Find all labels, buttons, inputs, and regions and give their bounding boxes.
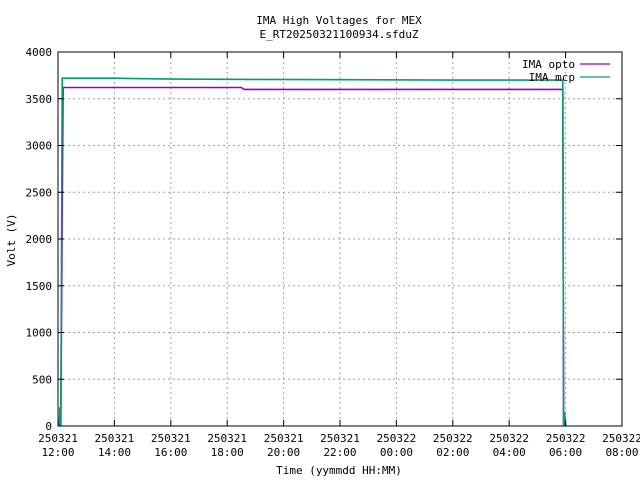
data-series [58, 77, 567, 427]
chart-title: IMA High Voltages for MEX [256, 14, 422, 27]
y-tick-label: 0 [45, 420, 52, 433]
x-tick-time: 02:00 [436, 446, 469, 459]
x-tick-time: 04:00 [493, 446, 526, 459]
x-tick-time: 00:00 [380, 446, 413, 459]
x-tick-date: 250322 [546, 432, 586, 445]
y-tick-label: 2500 [26, 186, 53, 199]
y-tick-label: 1000 [26, 327, 53, 340]
x-tick-date: 250321 [207, 432, 247, 445]
legend-label-1: IMA mcp [529, 71, 575, 84]
y-tick-label: 1500 [26, 280, 53, 293]
series-line-1 [58, 77, 567, 427]
y-tick-label: 3500 [26, 93, 53, 106]
x-tick-date: 250322 [489, 432, 529, 445]
y-axis-ticks: 0 500 1000 1500 2000 2500 3000 3500 4000 [26, 46, 622, 433]
series-line-0 [58, 86, 567, 427]
x-tick-time: 22:00 [323, 446, 356, 459]
x-tick-date: 250322 [377, 432, 417, 445]
x-tick-date: 250321 [95, 432, 135, 445]
x-tick-time: 12:00 [41, 446, 74, 459]
chart-subtitle: E_RT20250321100934.sfduZ [260, 28, 419, 41]
grid-lines [58, 52, 622, 426]
y-tick-label: 500 [32, 373, 52, 386]
x-tick-date: 250322 [433, 432, 473, 445]
x-tick-time: 08:00 [605, 446, 638, 459]
x-tick-date: 250321 [151, 432, 191, 445]
y-tick-label: 4000 [26, 46, 53, 59]
x-tick-time: 18:00 [211, 446, 244, 459]
y-tick-label: 2000 [26, 233, 53, 246]
x-tick-date: 250321 [38, 432, 78, 445]
x-tick-time: 06:00 [549, 446, 582, 459]
x-tick-time: 20:00 [267, 446, 300, 459]
x-tick-time: 16:00 [154, 446, 187, 459]
x-axis-ticks: 25032112:0025032114:0025032116:002503211… [38, 52, 640, 459]
x-axis-label: Time (yymmdd HH:MM) [276, 464, 402, 477]
x-tick-date: 250321 [320, 432, 360, 445]
legend-label-0: IMA opto [522, 58, 575, 71]
y-axis-label: Volt (V) [5, 214, 18, 267]
y-tick-label: 3000 [26, 140, 53, 153]
x-tick-date: 250321 [264, 432, 304, 445]
x-tick-time: 14:00 [98, 446, 131, 459]
x-tick-date: 250322 [602, 432, 640, 445]
